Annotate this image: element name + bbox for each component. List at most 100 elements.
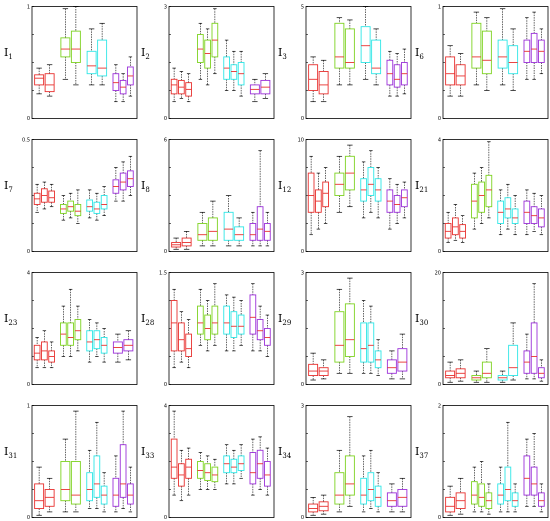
- box-g2-2: [204, 28, 211, 86]
- plot-frame: [31, 272, 138, 385]
- panel-label: I1: [4, 46, 13, 61]
- box-g4-3: [401, 181, 408, 219]
- box-g4-1: [523, 17, 531, 80]
- boxplot-svg: 20 0: [435, 271, 549, 388]
- plot-frame: [168, 405, 275, 518]
- box-g1-2: [452, 204, 459, 241]
- panel-label: I12: [278, 179, 291, 194]
- box-g3-3: [511, 195, 519, 236]
- box-g1-2: [44, 477, 55, 513]
- box-g1-2: [455, 359, 466, 382]
- box-g1-1: [445, 45, 456, 97]
- box-g3-2: [97, 22, 108, 86]
- box-g1-2: [44, 64, 55, 97]
- box-g4-2: [393, 183, 401, 224]
- box-g4-3: [538, 195, 545, 236]
- panel-label-sub: 12: [282, 186, 292, 195]
- box-g1-3: [185, 73, 192, 103]
- box-g4-1: [249, 211, 257, 247]
- panel-label-sub: 37: [419, 452, 429, 461]
- y-tick-label-zero: 0: [164, 116, 167, 122]
- box-g2-2: [204, 455, 211, 490]
- box-g2-2: [207, 200, 218, 247]
- box-g2-1: [197, 22, 204, 80]
- box-g2-3: [485, 483, 493, 515]
- box-g4-2: [397, 333, 408, 380]
- box-g2-2: [344, 19, 355, 86]
- box-g3-2: [367, 150, 375, 213]
- panel-label: I21: [415, 179, 428, 194]
- y-tick-label: 4: [164, 404, 167, 410]
- box-g1-1: [34, 67, 45, 95]
- box-g2-1: [471, 370, 482, 383]
- box-g2-1: [197, 211, 208, 247]
- box-g4-3: [127, 155, 134, 196]
- y-tick-label: 1.5: [159, 271, 167, 277]
- box-g3-2: [367, 449, 375, 509]
- plot-frame: [31, 6, 138, 119]
- box-g1-3: [459, 215, 466, 243]
- box-g1-2: [455, 53, 466, 97]
- box-g1-3: [322, 167, 329, 224]
- box-g2-2: [204, 300, 211, 352]
- box-g3-3: [100, 328, 108, 363]
- panel-label: I2: [141, 46, 150, 61]
- box-g2-1: [60, 195, 67, 221]
- box-g3-2: [230, 296, 238, 352]
- box-g4-3: [264, 314, 271, 357]
- box-g1-2: [41, 181, 48, 210]
- plot-frame: [31, 405, 138, 518]
- box-g2-3: [211, 8, 219, 75]
- panel-label: I28: [141, 312, 154, 327]
- y-tick-label-zero: 0: [438, 382, 441, 388]
- boxplot-svg: 30: [164, 5, 275, 122]
- y-tick-label-zero: 0: [164, 249, 167, 255]
- boxplot-svg: 20: [438, 404, 549, 521]
- box-g2-1: [60, 8, 71, 80]
- panel-label-main: I: [141, 445, 146, 459]
- panel-label-sub: 6: [419, 53, 424, 62]
- panel-label-sub: 33: [145, 452, 155, 461]
- box-g3-1: [86, 449, 93, 509]
- box-g2-3: [74, 305, 82, 352]
- box-g2-2: [478, 461, 485, 513]
- y-tick-label: 4: [438, 138, 441, 144]
- box-g2-1: [334, 155, 345, 213]
- panel-label-sub: 29: [282, 319, 292, 328]
- panel-label-main: I: [278, 445, 283, 459]
- y-tick-label-zero: 0: [27, 515, 30, 521]
- box-g1-2: [318, 494, 329, 515]
- box-g1-1: [170, 288, 178, 369]
- panel-label-sub: 2: [145, 53, 150, 62]
- boxplot-svg: 10: [27, 5, 138, 122]
- y-tick-label-zero: 0: [438, 515, 441, 521]
- box-g3-3: [374, 339, 382, 376]
- boxplot-svg: 30: [301, 404, 412, 521]
- panel-i12: I12 10 0: [278, 138, 413, 255]
- y-tick-label: 3: [301, 271, 304, 277]
- box-g3-1: [86, 28, 97, 86]
- box-g3-2: [93, 322, 101, 357]
- y-tick-label: 3: [301, 404, 304, 410]
- box-g2-1: [471, 172, 478, 230]
- panel-i1: I1 1 0: [4, 5, 139, 122]
- box-g3-1: [360, 300, 367, 374]
- box-g2-1: [471, 466, 478, 513]
- panel-label: I37: [415, 445, 428, 460]
- panel-label-sub: 23: [8, 319, 18, 328]
- box-g4-2: [256, 436, 264, 490]
- panel-label-sub: 8: [145, 186, 150, 195]
- box-g2-1: [197, 452, 204, 490]
- boxplot-svg: 40: [27, 271, 138, 388]
- panel-label-main: I: [141, 312, 146, 326]
- box-g3-1: [223, 444, 230, 485]
- box-g1-2: [41, 330, 48, 369]
- box-g4-1: [386, 178, 394, 230]
- box-g3-2: [230, 50, 238, 91]
- box-g2-2: [70, 410, 81, 513]
- box-g4-1: [386, 483, 397, 513]
- panel-label-main: I: [4, 445, 9, 459]
- box-g1-1: [307, 155, 315, 236]
- panel-i6: I6 1 0: [415, 5, 550, 122]
- box-g4-1: [249, 78, 260, 103]
